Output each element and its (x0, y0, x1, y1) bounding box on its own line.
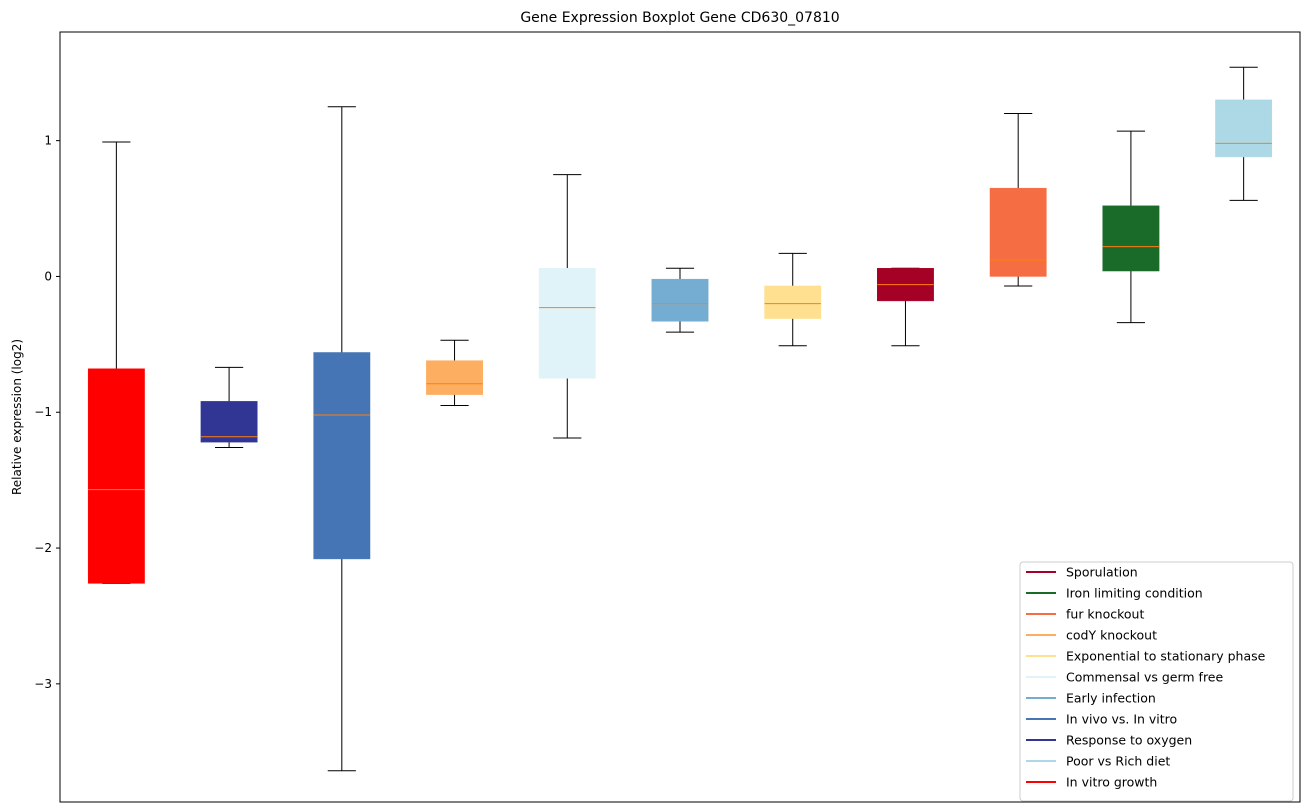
box-early-infection (651, 267, 709, 333)
legend-label: Sporulation (1066, 565, 1138, 580)
legend-label: Iron limiting condition (1066, 586, 1203, 601)
box-exponential-to-stationary-phase (764, 252, 822, 347)
box-in-vivo-vs-in-vitro (313, 106, 371, 772)
legend-label: In vivo vs. In vitro (1066, 712, 1177, 727)
box-iron-limiting-condition (1102, 130, 1160, 324)
boxes-layer (87, 66, 1273, 772)
box-iqr (1215, 99, 1273, 158)
box-fur-knockout (989, 112, 1047, 287)
legend-frame (1019, 561, 1294, 802)
y-tick-label: −3 (34, 677, 52, 691)
y-axis-label: Relative expression (log2) (10, 339, 24, 495)
legend-label: codY knockout (1066, 628, 1157, 643)
box-iqr (989, 187, 1047, 277)
box-commensal-vs-germ-free (538, 174, 596, 439)
legend-label: Poor vs Rich diet (1066, 754, 1170, 769)
chart-title: Gene Expression Boxplot Gene CD630_07810 (520, 10, 839, 26)
legend-label: Commensal vs germ free (1066, 670, 1223, 685)
legend-label: Response to oxygen (1066, 733, 1192, 748)
legend-label: Early infection (1066, 691, 1156, 706)
box-iqr (200, 401, 258, 443)
box-poor-vs-rich-diet (1215, 66, 1273, 201)
box-iqr (538, 268, 596, 379)
y-tick-label: −1 (34, 405, 52, 419)
box-iqr (1102, 205, 1160, 272)
box-iqr (426, 360, 483, 395)
box-sporulation (877, 267, 934, 347)
y-tick-label: −2 (34, 541, 52, 555)
box-iqr (87, 368, 145, 584)
box-iqr (313, 352, 371, 560)
legend: Sporulation Iron limiting condition fur kn… (1019, 561, 1294, 802)
y-axis: 1 0 −1 −2 −3 (34, 134, 60, 691)
box-response-to-oxygen (200, 366, 258, 449)
box-iqr (764, 285, 822, 319)
box-cody-knockout (426, 339, 483, 406)
plot-frame (59, 31, 1301, 803)
legend-label: fur knockout (1066, 607, 1144, 622)
legend-label: Exponential to stationary phase (1066, 649, 1266, 664)
legend-label: In vitro growth (1066, 775, 1157, 790)
y-tick-label: 0 (44, 269, 52, 283)
box-in-vitro-growth (87, 141, 145, 584)
y-tick-label: 1 (44, 134, 52, 148)
box-iqr (651, 278, 709, 322)
